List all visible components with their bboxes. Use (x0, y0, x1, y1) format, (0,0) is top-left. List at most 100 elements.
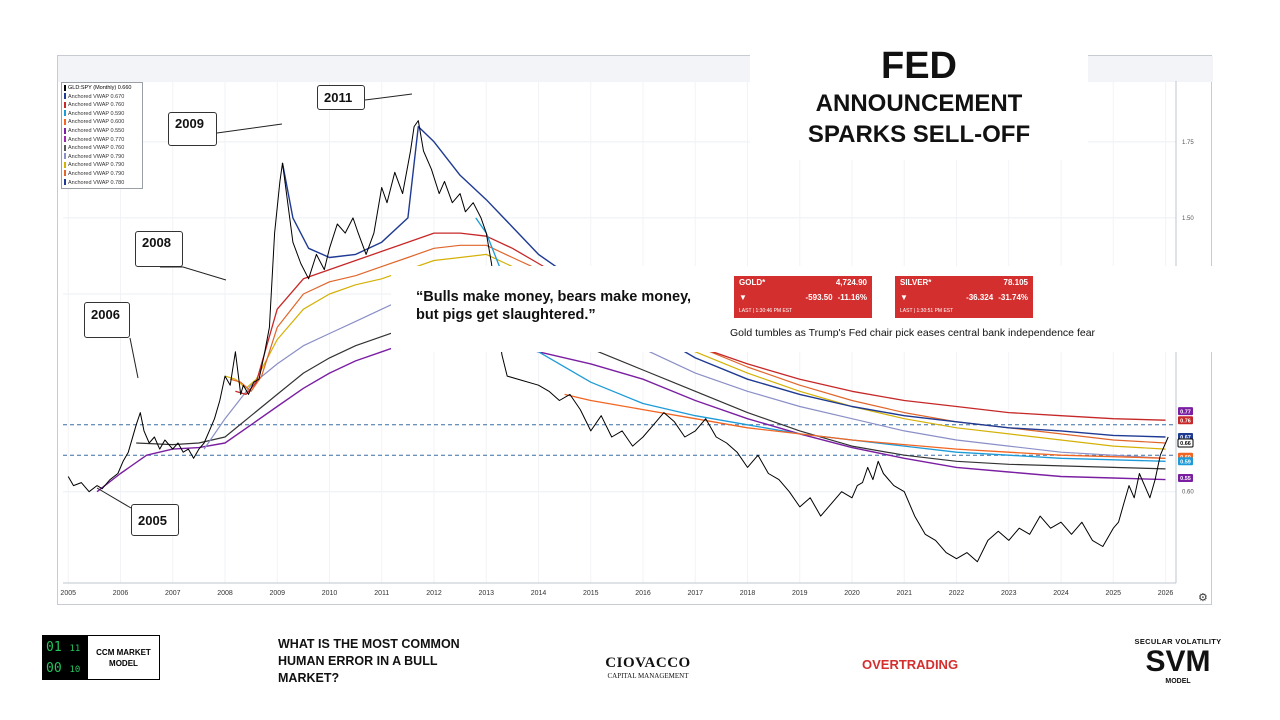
value-badge (1178, 457, 1193, 466)
legend-swatch (64, 144, 66, 151)
ticker-price: 4,724.90 (835, 278, 867, 287)
legend-entry: Anchored VWAP 0.760 (64, 144, 140, 153)
ticker-pct: -11.16% (837, 293, 867, 302)
value-badge-label: 0.76 (1180, 418, 1191, 424)
value-badge-label: 0.59 (1180, 460, 1191, 466)
value-badge-label: 0.77 (1180, 409, 1191, 415)
legend-entry: Anchored VWAP 0.790 (64, 161, 140, 170)
legend-entry: Anchored VWAP 0.550 (64, 127, 140, 136)
legend-entry: Anchored VWAP 0.770 (64, 136, 140, 145)
x-tick-label: 2025 (1106, 590, 1122, 597)
x-tick-label: 2009 (269, 590, 285, 597)
legend-swatch (64, 179, 66, 186)
ticker-price: 78.105 (1003, 278, 1028, 287)
x-tick-label: 2017 (687, 590, 703, 597)
vwap-series-line (96, 337, 1166, 493)
callout-2011: 2011 (317, 85, 365, 110)
legend-swatch (64, 127, 66, 134)
x-tick-label: 2007 (165, 590, 181, 597)
ticker-last: LAST | 1:30:51 PM EST (900, 308, 954, 314)
x-tick-label: 2015 (583, 590, 599, 597)
legend-label: Anchored VWAP 0.770 (68, 136, 125, 143)
x-tick-label: 2005 (60, 590, 76, 597)
legend-entry: Anchored VWAP 0.590 (64, 110, 140, 119)
legend-entry: Anchored VWAP 0.790 (64, 153, 140, 162)
legend-swatch (64, 136, 66, 143)
svm-bottom: MODEL (1165, 678, 1191, 685)
legend-label: Anchored VWAP 0.790 (68, 153, 125, 160)
legend-label: Anchored VWAP 0.790 (68, 162, 125, 169)
brand-logo: CIOVACCO CAPITAL MANAGEMENT (590, 655, 706, 680)
legend-label: Anchored VWAP 0.780 (68, 179, 125, 186)
keyword-text: OVERTRADING (862, 657, 959, 672)
settings-gear-icon[interactable]: ⚙ (1198, 592, 1208, 604)
legend-entry: Anchored VWAP 0.600 (64, 118, 140, 127)
callout-2008: 2008 (135, 231, 183, 267)
question-text: WHAT IS THE MOST COMMON HUMAN ERROR IN A… (278, 637, 460, 685)
headline-line3: SPARKS SELL-OFF (807, 121, 1031, 148)
value-badge (1178, 416, 1193, 425)
headline-line2: ANNOUNCEMENT (815, 90, 1023, 117)
ccm-digits: 01 11 00 10 (42, 635, 87, 680)
footer: 01 11 00 10 CCM MARKET MODEL WHAT IS THE… (0, 615, 1280, 720)
x-tick-label: 2026 (1158, 590, 1174, 597)
x-tick-label: 2023 (1001, 590, 1017, 597)
ticker-change: -593.50 (805, 293, 833, 302)
callout-2006: 2006 (84, 302, 130, 338)
ticker-pct: -31.74% (998, 293, 1028, 302)
ccm-label: CCM MARKET MODEL (87, 635, 160, 680)
x-tick-label: 2020 (844, 590, 860, 597)
legend-swatch (64, 93, 66, 100)
callout-2005: 2005 (131, 504, 179, 536)
legend-swatch (64, 101, 66, 108)
legend-label: Anchored VWAP 0.670 (68, 93, 125, 100)
value-badge-label: 0.67 (1180, 435, 1191, 441)
svm-logo: SECULAR VOLATILITY SVM MODEL (1118, 637, 1238, 685)
legend-swatch (64, 110, 66, 117)
y-tick-label: 0.60 (1182, 490, 1194, 496)
brand-name: CIOVACCO (605, 655, 691, 671)
y-tick-label: 1.75 (1182, 140, 1194, 146)
value-badge-label: 0.66 (1180, 441, 1191, 447)
x-tick-label: 2022 (949, 590, 965, 597)
brand-subtitle: CAPITAL MANAGEMENT (607, 672, 689, 680)
value-badge (1178, 474, 1193, 483)
legend-label: Anchored VWAP 0.790 (68, 170, 125, 177)
x-tick-label: 2018 (740, 590, 756, 597)
ticker-silver: SILVER* 78.105 ▼ -36.324 -31.74% LAST | 1:… (895, 276, 1033, 318)
x-tick-label: 2016 (635, 590, 651, 597)
value-badge-label: 0.55 (1180, 476, 1191, 482)
ticker-change: -36.324 (966, 293, 994, 302)
ticker-name: GOLD* (739, 278, 766, 287)
headline-line1: FED (881, 45, 957, 87)
headline-box: FED ANNOUNCEMENT SPARKS SELL-OFF (750, 42, 1088, 160)
y-tick-label: 1.50 (1182, 216, 1194, 222)
x-tick-label: 2011 (374, 590, 389, 597)
legend-swatch (64, 153, 66, 160)
down-arrow-icon: ▼ (739, 293, 747, 302)
legend-label: Anchored VWAP 0.760 (68, 145, 125, 152)
legend-swatch (64, 170, 66, 177)
legend-label: GLD:SPY (Monthly) 0.660 (68, 85, 132, 91)
x-tick-label: 2008 (217, 590, 233, 597)
legend-swatch (64, 118, 66, 125)
x-tick-label: 2006 (113, 590, 129, 597)
legend-entry: Anchored VWAP 0.760 (64, 101, 140, 110)
vwap-series-line (281, 125, 1166, 438)
legend-entry: Anchored VWAP 0.790 (64, 170, 140, 179)
x-tick-label: 2010 (322, 590, 338, 597)
legend-entry: Anchored VWAP 0.780 (64, 179, 140, 188)
ticker-name: SILVER* (900, 278, 932, 287)
vwap-series-line (230, 244, 1166, 444)
quote-text: “Bulls make money, bears make money, but… (416, 289, 692, 323)
legend-label: Anchored VWAP 0.600 (68, 119, 125, 126)
ccm-logo: 01 11 00 10 CCM MARKET MODEL (42, 635, 160, 680)
news-headline: Gold tumbles as Trump's Fed chair pick e… (730, 327, 1096, 339)
svm-top: SECULAR VOLATILITY (1134, 637, 1222, 646)
legend-entry: Anchored VWAP 0.670 (64, 93, 140, 102)
x-tick-label: 2024 (1053, 590, 1069, 597)
chart-legend: GLD:SPY (Monthly) 0.660 Anchored VWAP 0.6… (61, 82, 143, 190)
x-tick-label: 2019 (792, 590, 808, 597)
callout-2009: 2009 (168, 112, 217, 146)
x-tick-label: 2014 (531, 590, 547, 597)
